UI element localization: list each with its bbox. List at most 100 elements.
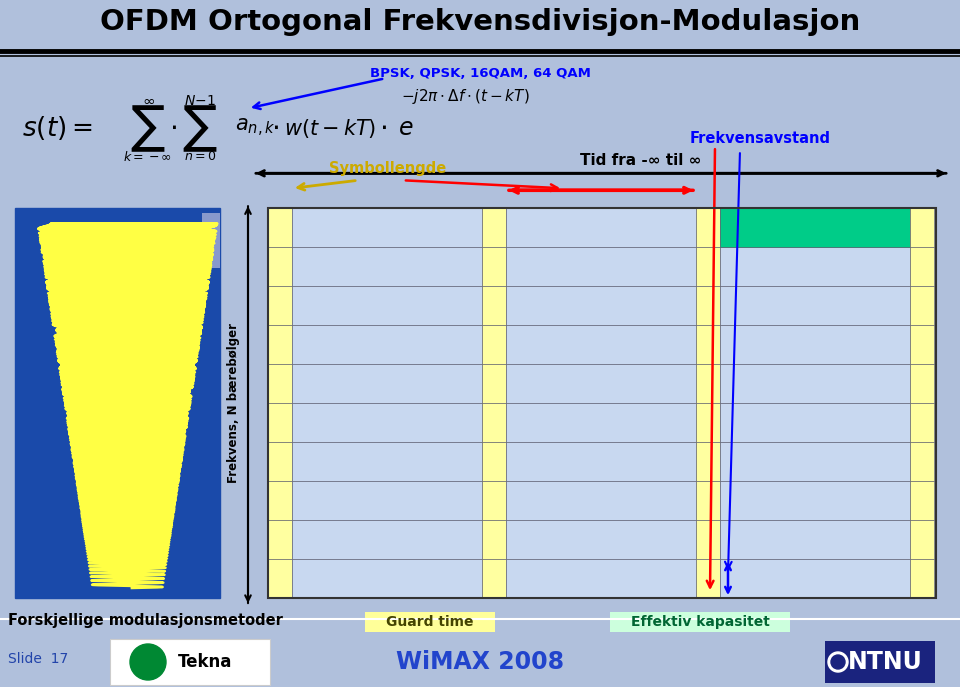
Bar — [825, 641, 935, 683]
Bar — [610, 612, 790, 632]
Bar — [910, 247, 934, 286]
Bar — [268, 364, 292, 403]
Bar — [506, 559, 696, 598]
Bar — [910, 442, 934, 481]
Text: $\cdot$: $\cdot$ — [379, 114, 387, 142]
Bar — [482, 325, 506, 364]
Bar — [910, 208, 934, 247]
Text: $s(t)=$: $s(t)=$ — [22, 114, 93, 142]
Bar — [720, 325, 910, 364]
Bar — [268, 286, 292, 325]
Bar — [292, 520, 482, 559]
Bar — [910, 286, 934, 325]
Bar — [910, 364, 934, 403]
Bar — [268, 208, 292, 247]
Bar — [696, 325, 720, 364]
Bar — [482, 286, 506, 325]
Bar — [482, 364, 506, 403]
Circle shape — [831, 655, 845, 669]
Text: OFDM Ortogonal Frekvensdivisjon-Modulasjon: OFDM Ortogonal Frekvensdivisjon-Modulasj… — [100, 8, 860, 36]
Text: $\infty$: $\infty$ — [141, 93, 155, 109]
Bar — [268, 559, 292, 598]
Bar — [720, 247, 910, 286]
Text: $n=0$: $n=0$ — [183, 150, 216, 164]
Bar — [910, 520, 934, 559]
Bar — [696, 208, 720, 247]
Bar — [110, 639, 270, 685]
Bar — [292, 247, 482, 286]
Bar — [506, 481, 696, 520]
Text: $a_{n,k}$: $a_{n,k}$ — [235, 117, 276, 139]
Bar — [268, 403, 292, 442]
Bar — [268, 442, 292, 481]
Text: $-j2\pi\cdot\Delta f\cdot(t-kT)$: $-j2\pi\cdot\Delta f\cdot(t-kT)$ — [400, 87, 529, 106]
Bar — [482, 403, 506, 442]
Bar — [482, 442, 506, 481]
Bar — [482, 520, 506, 559]
Text: Guard time: Guard time — [386, 615, 473, 629]
Text: Symbollengde: Symbollengde — [329, 161, 446, 176]
Bar — [720, 364, 910, 403]
Text: Slide  17: Slide 17 — [8, 652, 68, 666]
Bar — [910, 481, 934, 520]
Bar — [365, 612, 495, 632]
Bar — [720, 286, 910, 325]
Bar — [268, 481, 292, 520]
Bar — [15, 208, 220, 598]
Bar — [720, 208, 910, 247]
Bar — [292, 559, 482, 598]
Text: WiMAX 2008: WiMAX 2008 — [396, 650, 564, 674]
Bar — [910, 559, 934, 598]
Bar — [292, 364, 482, 403]
Bar — [268, 247, 292, 286]
Text: Tid fra -∞ til ∞: Tid fra -∞ til ∞ — [580, 153, 702, 168]
Bar — [506, 325, 696, 364]
Circle shape — [828, 652, 848, 672]
Text: $N\!-\!1$: $N\!-\!1$ — [183, 94, 216, 109]
Bar — [696, 403, 720, 442]
Bar — [292, 442, 482, 481]
Text: $k=-\infty$: $k=-\infty$ — [124, 150, 173, 164]
Bar — [268, 325, 292, 364]
Bar — [910, 403, 934, 442]
Bar — [696, 559, 720, 598]
Text: $\cdot$: $\cdot$ — [271, 114, 279, 142]
Bar — [720, 403, 910, 442]
Bar — [696, 520, 720, 559]
Bar — [506, 364, 696, 403]
Bar — [696, 481, 720, 520]
Text: Effektiv kapasitet: Effektiv kapasitet — [631, 615, 769, 629]
Text: $\cdot$: $\cdot$ — [169, 114, 177, 142]
Bar — [292, 481, 482, 520]
Bar — [268, 520, 292, 559]
Text: Frekvens, N bærebølger: Frekvens, N bærebølger — [228, 323, 241, 483]
Bar — [506, 520, 696, 559]
Bar — [482, 559, 506, 598]
Circle shape — [130, 644, 166, 680]
Bar — [720, 481, 910, 520]
Bar — [482, 247, 506, 286]
Bar — [292, 403, 482, 442]
Text: $\sum$: $\sum$ — [182, 103, 218, 154]
Bar — [506, 403, 696, 442]
Bar — [720, 559, 910, 598]
Bar — [506, 208, 696, 247]
Text: Frekvensavstand: Frekvensavstand — [689, 131, 830, 146]
Bar — [506, 286, 696, 325]
Bar — [292, 208, 482, 247]
Bar — [720, 442, 910, 481]
Text: BPSK, QPSK, 16QAM, 64 QAM: BPSK, QPSK, 16QAM, 64 QAM — [370, 67, 590, 80]
Text: $w(t-kT)$: $w(t-kT)$ — [284, 117, 376, 140]
Text: $e$: $e$ — [398, 116, 414, 140]
Bar — [696, 442, 720, 481]
Bar — [696, 286, 720, 325]
Text: $\sum$: $\sum$ — [131, 103, 166, 154]
Bar — [482, 481, 506, 520]
Bar — [292, 325, 482, 364]
Text: Tekna: Tekna — [178, 653, 232, 671]
Bar — [910, 325, 934, 364]
Bar — [268, 208, 936, 598]
Text: NTNU: NTNU — [848, 650, 923, 674]
Bar — [720, 520, 910, 559]
Bar — [292, 286, 482, 325]
